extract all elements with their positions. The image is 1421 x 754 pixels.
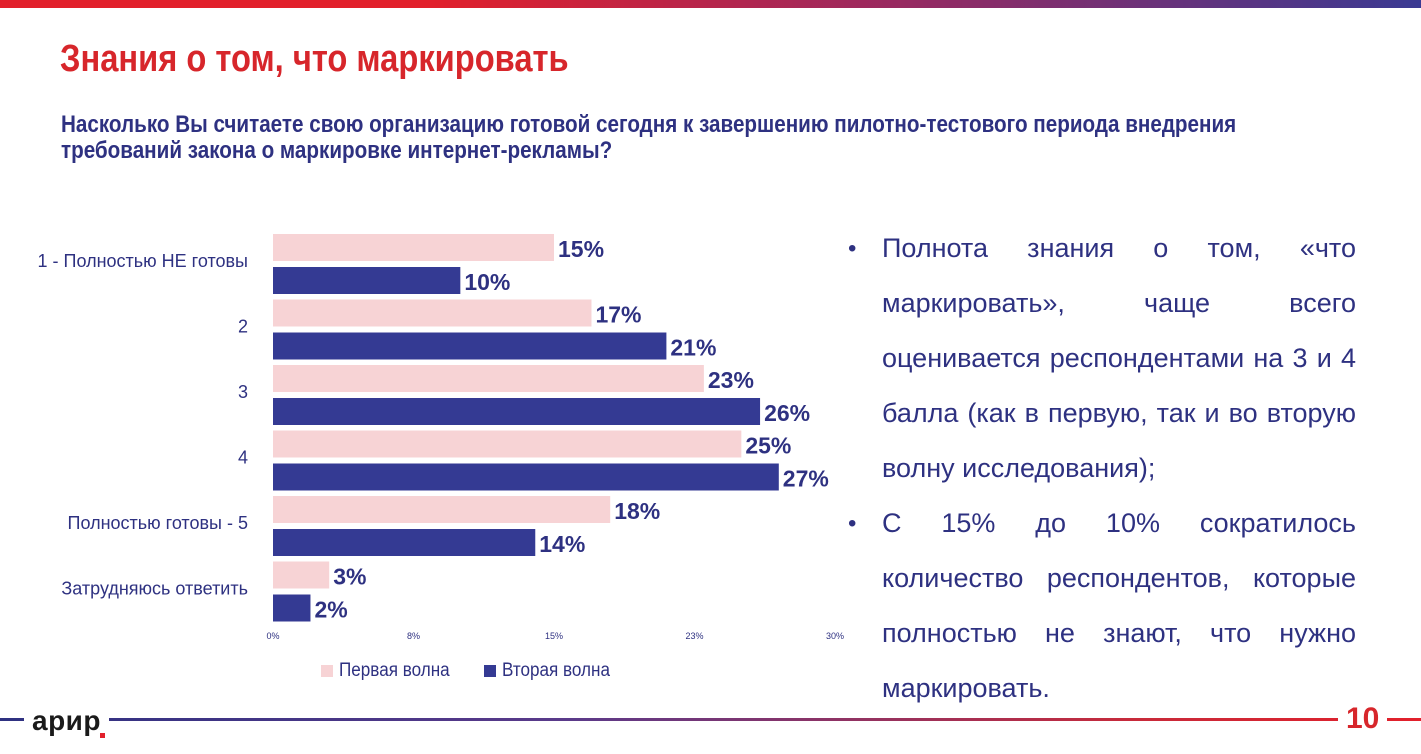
data-label: 23% (708, 367, 754, 393)
legend-swatch-second-wave (483, 665, 496, 677)
data-label: 15% (558, 236, 604, 262)
legend-item-second-wave: Вторая волна (483, 660, 622, 682)
finding-text: С 15% до 10% сократилось количество респ… (882, 508, 1356, 703)
bar-first-wave (273, 234, 554, 261)
legend-swatch-first-wave (321, 665, 333, 677)
bar-second-wave (273, 529, 536, 556)
survey-question: Насколько Вы считаете свою организацию г… (61, 111, 1237, 164)
bar-second-wave (273, 594, 311, 622)
page-title: Знания о том, что маркировать (60, 38, 569, 80)
data-label: 17% (595, 302, 641, 328)
bar-first-wave (273, 365, 704, 392)
logo-dot (100, 733, 105, 738)
x-tick-label: 8% (407, 631, 420, 641)
data-label: 10% (464, 269, 510, 295)
legend-label-second-wave: Вторая волна (501, 660, 610, 681)
bullet-dot-icon: • (848, 235, 857, 262)
bar-first-wave (273, 299, 592, 327)
category-label: 1 - Полностью НЕ готовы (38, 251, 248, 271)
data-label: 27% (783, 466, 829, 492)
finding-text: Полнота знания о том, «что маркировать»,… (882, 233, 1356, 483)
data-label: 14% (539, 531, 585, 557)
bar-second-wave (273, 332, 667, 360)
data-label: 21% (670, 335, 716, 361)
bar-first-wave (273, 430, 742, 458)
chart-legend: Первая волна Вторая волна (321, 660, 644, 682)
findings-list: • Полнота знания о том, «что маркировать… (848, 221, 1356, 716)
x-tick-label: 15% (545, 631, 563, 641)
bar-second-wave (273, 267, 461, 294)
category-label: 2 (238, 317, 248, 337)
category-label: 3 (238, 382, 248, 402)
x-tick-label: 0% (266, 631, 279, 641)
legend-label-first-wave: Первая волна (339, 660, 450, 681)
x-tick-label: 30% (826, 631, 844, 641)
data-label: 26% (764, 400, 810, 426)
bar-second-wave (273, 463, 779, 491)
category-label: Полностью готовы - 5 (68, 513, 248, 533)
data-label: 25% (745, 433, 791, 459)
bar-first-wave (273, 561, 330, 589)
x-tick-label: 23% (685, 631, 703, 641)
logo: арир (24, 705, 109, 737)
bar-first-wave (273, 496, 611, 523)
bar-second-wave (273, 398, 761, 425)
bullet-dot-icon: • (848, 510, 857, 537)
legend-item-first-wave: Первая волна (321, 660, 462, 682)
finding-item: • С 15% до 10% сократилось количество ре… (848, 496, 1356, 716)
category-label: 4 (238, 448, 248, 468)
page-number: 10 (1338, 702, 1388, 736)
footer-line (0, 718, 1421, 721)
top-gradient-bar (0, 0, 1421, 8)
category-label: Затрудняюсь ответить (61, 579, 248, 599)
finding-item: • Полнота знания о том, «что маркировать… (848, 221, 1356, 496)
data-label: 2% (314, 597, 347, 623)
data-label: 3% (333, 564, 366, 590)
data-label: 18% (614, 498, 660, 524)
bar-chart: 1 - Полностью НЕ готовы 15% 10% 2 17% 21% 3 23%… (38, 234, 844, 641)
